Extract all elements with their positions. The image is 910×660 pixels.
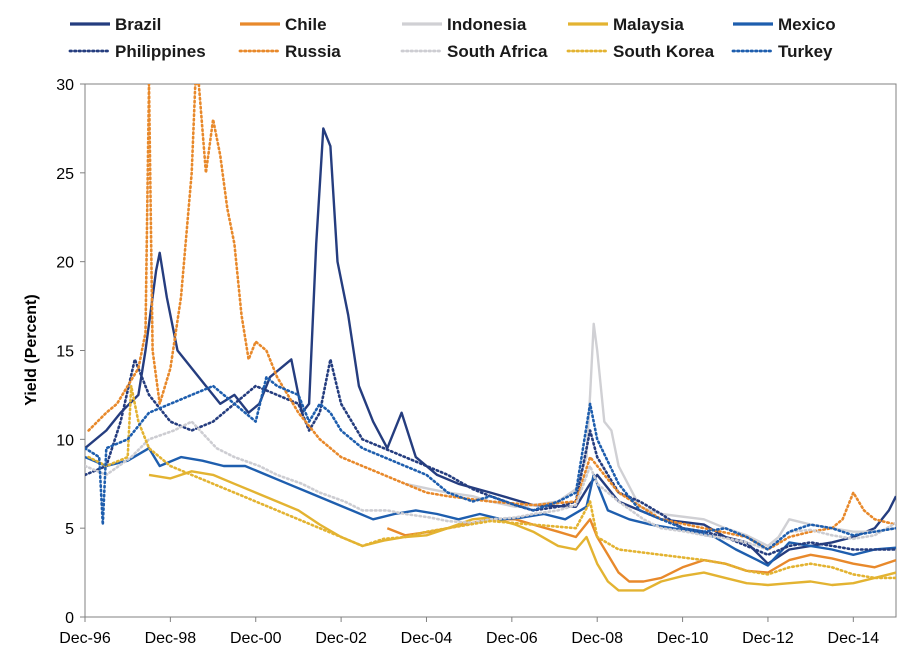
legend-item-malaysia: Malaysia <box>568 15 684 34</box>
x-tick-label: Dec-12 <box>742 630 794 647</box>
x-tick-label: Dec-10 <box>657 630 709 647</box>
y-tick-label: 0 <box>65 610 74 627</box>
y-tick-label: 5 <box>65 521 74 538</box>
series-line-philippines <box>85 358 896 557</box>
series-line-indonesia <box>404 322 896 548</box>
legend-label: South Korea <box>613 42 715 61</box>
legend-label: Mexico <box>778 15 836 34</box>
series-layer <box>85 84 896 592</box>
legend-item-brazil: Brazil <box>70 15 161 34</box>
legend-item-indonesia: Indonesia <box>402 15 527 34</box>
y-axis: 0 5 10 15 20 25 30 <box>56 77 85 627</box>
x-tick-label: Dec-96 <box>59 630 111 647</box>
legend-label: South Africa <box>447 42 548 61</box>
legend-item-turkey: Turkey <box>731 42 833 61</box>
legend-label: Brazil <box>115 15 161 34</box>
legend: Brazil Chile Indonesia Malaysia Mexico Philip… <box>68 15 836 61</box>
legend-item-south-africa: South Africa <box>400 42 548 61</box>
legend-label: Turkey <box>778 42 833 61</box>
y-tick-label: 15 <box>56 344 74 361</box>
x-tick-label: Dec-14 <box>828 630 880 647</box>
legend-item-mexico: Mexico <box>733 15 836 34</box>
x-tick-label: Dec-06 <box>486 630 538 647</box>
x-tick-label: Dec-04 <box>401 630 453 647</box>
x-tick-label: Dec-02 <box>315 630 367 647</box>
y-tick-label: 30 <box>56 77 74 94</box>
legend-label: Malaysia <box>613 15 684 34</box>
legend-item-philippines: Philippines <box>68 42 206 61</box>
series-line-turkey <box>85 375 896 551</box>
legend-label: Philippines <box>115 42 206 61</box>
legend-label: Chile <box>285 15 327 34</box>
x-tick-label: Dec-98 <box>145 630 197 647</box>
x-tick-label: Dec-08 <box>571 630 623 647</box>
x-axis: Dec-96 Dec-98 Dec-00 Dec-02 Dec-04 Dec-06 Dec-… <box>59 617 879 647</box>
series-line-south-korea <box>87 384 896 580</box>
series-line-south-africa <box>85 420 896 551</box>
y-tick-label: 25 <box>56 166 74 183</box>
plot-area <box>84 83 897 618</box>
y-axis-title: Yield (Percent) <box>23 294 40 405</box>
y-tick-label: 10 <box>56 432 74 449</box>
legend-item-south-korea: South Korea <box>566 42 715 61</box>
y-tick-label: 20 <box>56 255 74 272</box>
legend-item-chile: Chile <box>240 15 327 34</box>
legend-item-russia: Russia <box>238 42 341 61</box>
plot-frame <box>84 83 897 618</box>
x-tick-label: Dec-00 <box>230 630 282 647</box>
legend-label: Russia <box>285 42 341 61</box>
series-line-malaysia <box>148 470 896 592</box>
legend-label: Indonesia <box>447 15 527 34</box>
